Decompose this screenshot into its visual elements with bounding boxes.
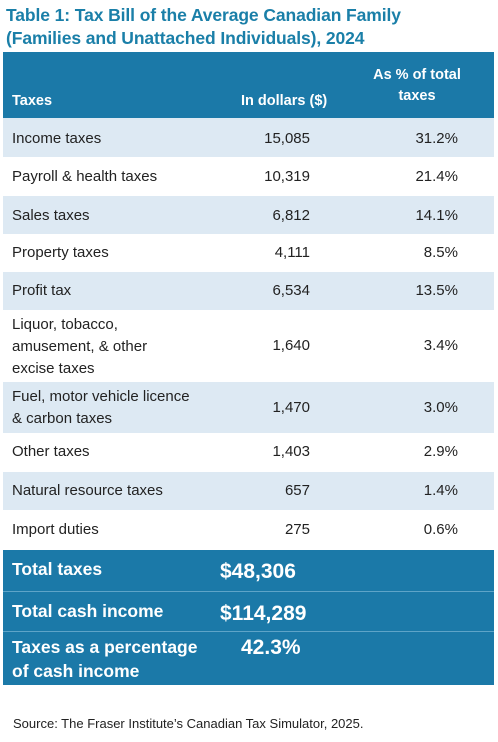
table-row: Profit tax 6,534 13.5%: [3, 272, 494, 310]
row-pct: 14.1%: [415, 207, 458, 224]
row-dollars: 1,403: [272, 443, 310, 460]
row-pct: 1.4%: [423, 482, 458, 499]
row-dollars: 275: [284, 521, 310, 538]
row-dollars: 6,812: [272, 207, 310, 224]
totals-label-line: of cash income: [12, 661, 140, 681]
header-pct-line-1: As % of total: [373, 67, 461, 83]
row-dollars: 657: [284, 482, 310, 499]
header-taxes: Taxes: [12, 93, 53, 109]
totals-row: Total cash income $114,289: [3, 591, 494, 631]
table-row: Other taxes 1,403 2.9%: [3, 433, 494, 472]
row-dollars: 6,534: [272, 282, 310, 299]
row-pct: 2.9%: [423, 443, 458, 460]
row-tax-name-line: Property taxes: [12, 244, 109, 261]
row-tax-name-line: Income taxes: [12, 130, 102, 147]
table-row: Sales taxes 6,812 14.1%: [3, 196, 494, 234]
row-tax-name: Natural resource taxes: [12, 480, 163, 502]
row-tax-name-line: Payroll & health taxes: [12, 168, 158, 185]
row-dollars: 10,319: [264, 168, 310, 185]
row-tax-name-line: Liquor, tobacco,: [12, 316, 118, 333]
row-tax-name: Other taxes: [12, 441, 90, 463]
header-dollars: In dollars ($): [241, 93, 328, 109]
header-pct-line-2: taxes: [398, 88, 436, 104]
row-tax-name-line: Natural resource taxes: [12, 482, 163, 499]
row-tax-name: Sales taxes: [12, 205, 90, 227]
table-row: Income taxes 15,085 31.2%: [3, 118, 494, 157]
row-tax-name-line: excise taxes: [12, 360, 95, 377]
row-pct: 3.4%: [423, 337, 458, 354]
row-pct: 0.6%: [423, 521, 458, 538]
source-note: Source: The Fraser Institute’s Canadian …: [13, 716, 364, 731]
totals-label: Total cash income: [12, 599, 163, 623]
table-row: Property taxes 4,111 8.5%: [3, 234, 494, 272]
row-pct: 13.5%: [415, 282, 458, 299]
totals-label-line: Taxes as a percentage: [12, 637, 198, 657]
totals-value: $48,306: [220, 560, 296, 583]
row-tax-name: Import duties: [12, 519, 99, 541]
totals-value: 42.3%: [241, 636, 301, 659]
table-title: Table 1: Tax Bill of the Average Canadia…: [6, 4, 494, 50]
totals-label: Taxes as a percentage of cash income: [12, 635, 197, 683]
row-pct: 21.4%: [415, 168, 458, 185]
row-tax-name: Income taxes: [12, 128, 101, 150]
totals-value: $114,289: [220, 602, 307, 625]
totals-label-line: Total taxes: [12, 559, 103, 579]
row-tax-name-line: amusement, & other: [12, 338, 148, 355]
totals-row: Total taxes $48,306: [3, 550, 494, 591]
row-tax-name-line: Sales taxes: [12, 207, 90, 224]
row-tax-name-line: & carbon taxes: [12, 410, 113, 427]
row-tax-name: Payroll & health taxes: [12, 166, 157, 188]
row-tax-name: Fuel, motor vehicle licence & carbon taxe…: [12, 386, 190, 430]
row-dollars: 4,111: [274, 244, 310, 261]
table-row: Payroll & health taxes 10,319 21.4%: [3, 157, 494, 196]
header-pct: As % of total taxes: [362, 65, 472, 107]
row-pct: 31.2%: [415, 130, 458, 147]
row-pct: 3.0%: [423, 399, 458, 416]
row-tax-name-line: Other taxes: [12, 443, 90, 460]
totals-label: Total taxes: [12, 557, 102, 581]
table-body: Income taxes 15,085 31.2% Payroll & health …: [3, 118, 494, 550]
row-tax-name-line: Fuel, motor vehicle licence: [12, 388, 190, 405]
row-tax-name: Property taxes: [12, 242, 109, 264]
tax-bill-table: Taxes In dollars ($) As % of total taxes…: [3, 52, 494, 685]
totals-label-line: Total cash income: [12, 601, 164, 621]
table-row: Fuel, motor vehicle licence & carbon taxe…: [3, 382, 494, 433]
table-title-line-1: Table 1: Tax Bill of the Average Canadia…: [6, 5, 401, 25]
row-dollars: 15,085: [264, 130, 310, 147]
row-tax-name-line: Profit tax: [12, 282, 72, 299]
table-header: Taxes In dollars ($) As % of total taxes: [3, 52, 494, 118]
row-dollars: 1,640: [272, 337, 310, 354]
row-pct: 8.5%: [423, 244, 458, 261]
table-row: Liquor, tobacco, amusement, & other excise…: [3, 310, 494, 382]
table-row: Import duties 275 0.6%: [3, 510, 494, 550]
row-tax-name: Liquor, tobacco, amusement, & other excise…: [12, 314, 147, 380]
table-title-line-2: (Families and Unattached Individuals), 2…: [6, 28, 365, 48]
totals-row: Taxes as a percentage of cash income 42.3%: [3, 631, 494, 685]
table-row: Natural resource taxes 657 1.4%: [3, 472, 494, 510]
table-totals: Total taxes $48,306 Total cash income $114,…: [3, 550, 494, 685]
row-tax-name-line: Import duties: [12, 521, 99, 538]
row-dollars: 1,470: [272, 399, 310, 416]
row-tax-name: Profit tax: [12, 280, 71, 302]
